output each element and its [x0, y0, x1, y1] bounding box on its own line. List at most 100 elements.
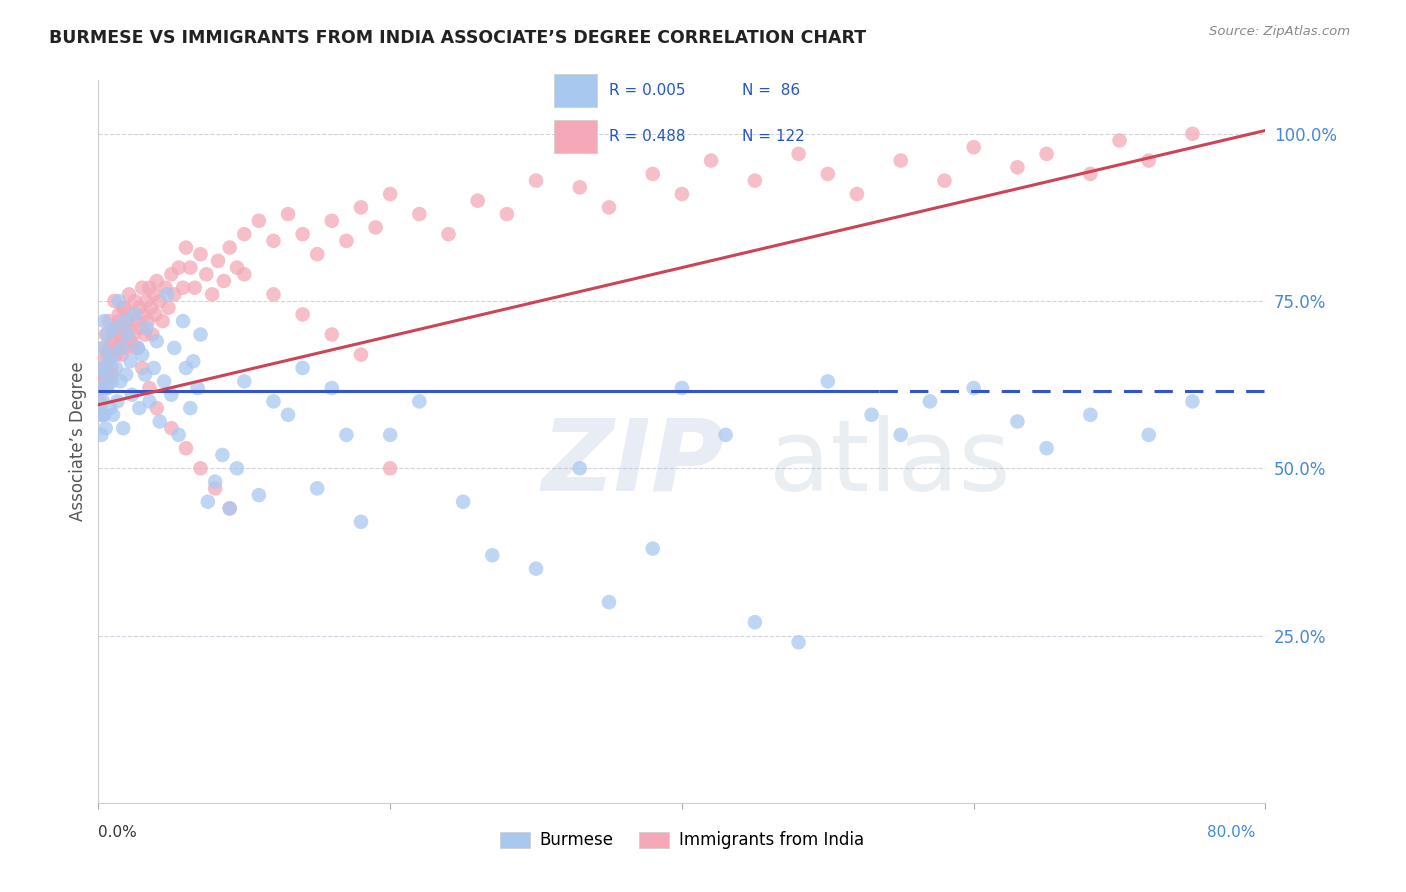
Point: [568, 461, 591, 475]
Point: [190, 247, 212, 261]
Point: [641, 167, 664, 181]
Point: [101, 334, 124, 349]
Point: [157, 301, 180, 315]
Point: [96, 348, 118, 362]
Point: [138, 381, 160, 395]
Point: [111, 348, 134, 362]
Point: [335, 234, 357, 248]
Point: [125, 314, 148, 328]
Point: [262, 234, 284, 248]
Point: [700, 153, 723, 168]
Point: [117, 321, 139, 335]
Point: [121, 307, 143, 322]
Y-axis label: Associate’s Degree: Associate’s Degree: [69, 362, 87, 521]
Text: 80.0%: 80.0%: [1208, 825, 1256, 840]
Point: [291, 307, 314, 322]
Point: [103, 294, 125, 309]
Point: [90, 361, 112, 376]
Point: [97, 314, 120, 328]
Point: [163, 341, 186, 355]
Point: [115, 368, 138, 382]
Point: [1181, 394, 1204, 409]
Point: [105, 341, 128, 355]
Point: [247, 488, 270, 502]
Point: [93, 361, 115, 376]
Point: [183, 281, 205, 295]
Point: [496, 207, 519, 221]
Point: [90, 368, 112, 382]
Point: [89, 394, 111, 409]
Point: [97, 354, 120, 368]
Point: [321, 214, 343, 228]
Point: [195, 268, 218, 282]
Point: [114, 314, 136, 328]
Point: [98, 348, 121, 362]
Point: [671, 187, 693, 202]
Point: [641, 541, 664, 556]
Point: [207, 254, 229, 268]
Point: [156, 287, 179, 301]
Text: R = 0.005: R = 0.005: [609, 83, 686, 97]
Point: [350, 515, 373, 529]
Point: [277, 408, 299, 422]
Point: [93, 314, 115, 328]
Text: BURMESE VS IMMIGRANTS FROM INDIA ASSOCIATE’S DEGREE CORRELATION CHART: BURMESE VS IMMIGRANTS FROM INDIA ASSOCIA…: [49, 29, 866, 46]
Point: [141, 327, 163, 342]
Point: [136, 314, 159, 328]
Point: [124, 294, 146, 309]
Point: [101, 348, 124, 362]
Point: [153, 375, 176, 389]
Point: [142, 287, 165, 301]
Point: [143, 307, 166, 322]
Point: [93, 341, 115, 355]
Point: [93, 408, 115, 422]
Point: [104, 361, 127, 376]
Point: [179, 260, 201, 275]
Point: [89, 381, 111, 395]
Point: [467, 194, 489, 208]
Text: N =  86: N = 86: [742, 83, 800, 97]
FancyBboxPatch shape: [554, 120, 598, 153]
Point: [787, 635, 810, 649]
Point: [127, 341, 149, 355]
Point: [204, 482, 226, 496]
Text: ZIP: ZIP: [541, 415, 725, 512]
Point: [108, 314, 131, 328]
Point: [714, 427, 737, 442]
Text: Source: ZipAtlas.com: Source: ZipAtlas.com: [1209, 25, 1350, 38]
Point: [197, 494, 219, 508]
Text: atlas: atlas: [769, 415, 1011, 512]
Point: [380, 461, 402, 475]
Point: [121, 387, 143, 401]
Point: [408, 207, 430, 221]
Point: [190, 461, 212, 475]
Point: [89, 408, 111, 422]
Point: [135, 321, 157, 335]
Point: [277, 207, 299, 221]
Point: [98, 401, 121, 416]
Point: [187, 381, 209, 395]
Point: [226, 461, 249, 475]
Point: [962, 381, 984, 395]
Point: [218, 501, 240, 516]
Point: [112, 421, 135, 435]
Point: [335, 427, 357, 442]
Point: [744, 615, 766, 630]
Point: [120, 334, 142, 349]
Point: [744, 173, 766, 188]
Point: [380, 427, 402, 442]
Point: [131, 281, 153, 295]
Point: [128, 401, 150, 416]
Point: [115, 341, 138, 355]
Point: [122, 327, 145, 342]
Point: [146, 274, 169, 288]
Point: [101, 408, 124, 422]
Point: [291, 227, 314, 242]
Point: [247, 214, 270, 228]
Point: [671, 381, 693, 395]
Text: N = 122: N = 122: [742, 128, 806, 144]
Point: [1080, 167, 1102, 181]
Point: [103, 321, 125, 335]
Point: [307, 482, 329, 496]
Point: [1181, 127, 1204, 141]
